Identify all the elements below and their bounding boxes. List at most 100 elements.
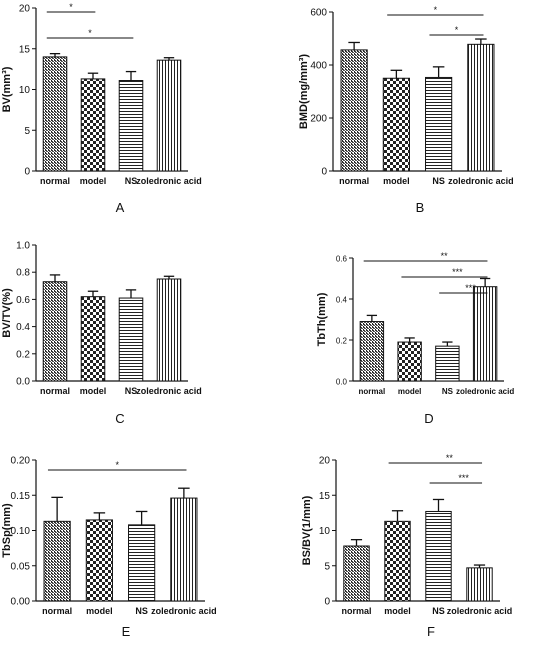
panel-a-category-label-2: NS [125, 176, 138, 186]
panel-a-category-label-1: model [80, 176, 107, 186]
panel-e-category-label-2: NS [135, 606, 148, 616]
panel-c-ylabel: BV/TV(%) [1, 288, 13, 338]
panel-a-sig-label-0: * [69, 2, 73, 12]
panel-c-bar-2 [118, 297, 144, 382]
panel-b-bar-3 [467, 43, 495, 172]
panel-d-sig-label-0: ** [441, 251, 449, 261]
panel-b-ytick-label: 0 [321, 167, 327, 178]
panel-c-ytick-label: 0.8 [16, 268, 30, 279]
panel-d-bar-3 [472, 286, 498, 382]
panel-a-bar-3 [156, 59, 182, 172]
panel-d-ylabel: TbTh(mm) [316, 292, 328, 346]
panel-b-ylabel: BMD(mg/mm³) [298, 54, 310, 129]
panel-a-bar-0 [42, 56, 68, 172]
panel-c-ytick-label: 0.4 [16, 322, 30, 333]
panel-d-category-label-2: NS [442, 387, 454, 396]
panel-a-sig-label-1: * [88, 28, 92, 38]
panel-e-ytick-label: 0.05 [11, 561, 31, 572]
panel-d-ytick-label: 0.2 [336, 337, 348, 346]
panel-c-bar-3 [156, 278, 182, 382]
panel-d-bar-0 [359, 321, 385, 382]
panel-e-ytick-label: 0.10 [11, 526, 31, 537]
panel-a-ytick-label: 0 [24, 167, 30, 178]
panel-d-ytick-label: 0.4 [336, 296, 348, 305]
panel-a-category-label-0: normal [40, 176, 70, 186]
panel-b-ytick-label: 600 [310, 8, 327, 19]
panel-c-category-label-0: normal [40, 386, 70, 396]
panel-b-bar-2 [425, 76, 453, 172]
panel-d-letter: D [424, 411, 433, 426]
panel-e-bar-1 [85, 519, 113, 602]
panel-f-sig-label-1: *** [458, 473, 469, 483]
panel-e-ylabel: TbSp(mm) [1, 503, 13, 558]
panel-a-ytick-label: 20 [19, 4, 31, 15]
panel-d-ytick-label: 0.0 [336, 378, 348, 387]
panel-a-bar-2 [118, 80, 144, 172]
panel-f-category-label-1: model [384, 606, 411, 616]
panel-a-ytick-label: 10 [19, 85, 31, 96]
panel-b-category-label-3: zoledronic acid [448, 176, 514, 186]
panel-d-ytick-label: 0.6 [336, 255, 348, 264]
panel-a-bar-1 [80, 78, 106, 172]
panel-e-sig-label-0: * [115, 460, 119, 470]
panel-c-bar-0 [42, 281, 68, 382]
panel-f-category-label-0: normal [341, 606, 371, 616]
panel-b-bar-1 [382, 77, 410, 172]
panel-e-ytick-label: 0.20 [11, 456, 31, 467]
panel-d-category-label-0: normal [359, 387, 386, 396]
panel-f-letter: F [427, 624, 435, 639]
panel-c-ytick-label: 0.2 [16, 349, 30, 360]
panel-a-category-label-3: zoledronic acid [136, 176, 202, 186]
panel-a-letter: A [116, 200, 125, 215]
panel-c-category-label-1: model [80, 386, 107, 396]
panel-e-bar-3 [170, 497, 198, 602]
panel-f-bar-0 [343, 545, 370, 602]
panel-b-letter: B [416, 200, 425, 215]
panel-e-category-label-0: normal [42, 606, 72, 616]
panel-e-bar-2 [128, 524, 156, 602]
panel-e-letter: E [122, 624, 131, 639]
panel-b-bar-0 [340, 49, 368, 172]
panel-b-sig-label-0: * [434, 5, 438, 15]
panel-e-ytick-label: 0.15 [11, 491, 31, 502]
panel-f-ytick-label: 20 [319, 456, 331, 467]
panel-a-ytick-label: 15 [19, 44, 31, 55]
panel-d-bar-2 [435, 345, 460, 382]
panel-e-category-label-1: model [86, 606, 113, 616]
panel-c-letter: C [115, 411, 124, 426]
panel-f-bar-3 [466, 567, 493, 602]
panel-e-ytick-label: 0.00 [11, 597, 31, 608]
panel-f-ytick-label: 15 [319, 491, 331, 502]
panel-d-category-label-3: zoledronic acid [456, 387, 514, 396]
panel-c-category-label-3: zoledronic acid [136, 386, 202, 396]
panel-f-ytick-label: 5 [324, 561, 330, 572]
panel-f-ytick-label: 0 [324, 597, 330, 608]
panel-f-bar-2 [425, 510, 452, 602]
panel-c-ytick-label: 1.0 [16, 241, 30, 252]
panel-d-category-label-1: model [398, 387, 422, 396]
panel-e-bar-0 [43, 520, 71, 602]
panel-b-ytick-label: 200 [310, 114, 327, 125]
panel-e-category-label-3: zoledronic acid [151, 606, 217, 616]
panel-c-category-label-2: NS [125, 386, 138, 396]
panel-b-category-label-2: NS [432, 176, 445, 186]
panel-f-sig-label-0: ** [446, 453, 454, 463]
panel-f-bar-1 [384, 520, 411, 602]
panel-a-ylabel: BV(mm³) [1, 66, 13, 112]
panel-f-ylabel: BS/BV(1/mm) [301, 495, 313, 565]
panel-f-category-label-2: NS [432, 606, 445, 616]
panel-d-sig-label-2: *** [465, 283, 476, 293]
panel-b-category-label-1: model [383, 176, 410, 186]
panel-f-ytick-label: 10 [319, 526, 331, 537]
panel-d-bar-1 [397, 341, 422, 382]
panel-b-category-label-0: normal [339, 176, 369, 186]
panel-a-ytick-label: 5 [24, 126, 30, 137]
panel-c-bar-1 [80, 296, 106, 382]
panel-c-ytick-label: 0.6 [16, 295, 30, 306]
panel-b-sig-label-1: * [455, 25, 459, 35]
panel-c-ytick-label: 0.0 [16, 377, 30, 388]
panel-b-ytick-label: 400 [310, 61, 327, 72]
panel-f-category-label-3: zoledronic acid [447, 606, 513, 616]
panel-d-sig-label-1: *** [452, 267, 463, 277]
